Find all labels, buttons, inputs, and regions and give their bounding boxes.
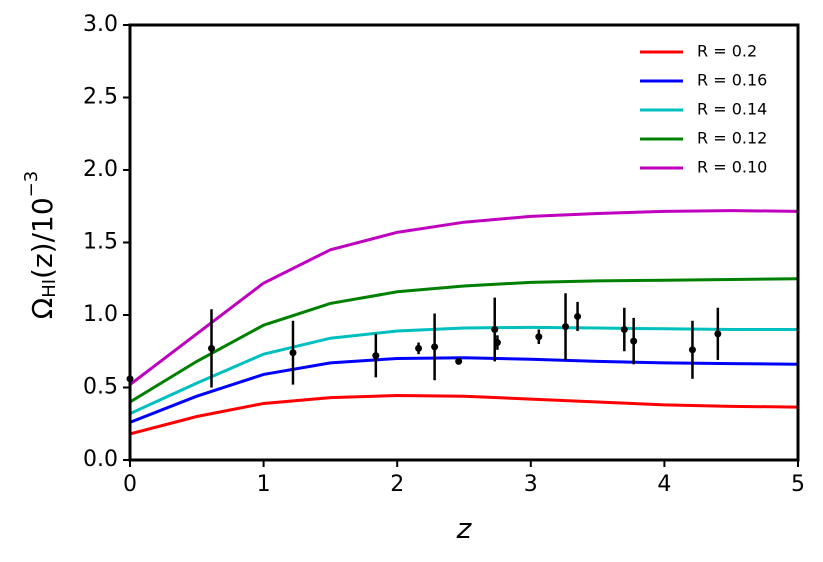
x-tick-label: 4 [657,472,671,497]
y-tick-label: 3.0 [83,12,118,37]
y-tick-label: 0.0 [83,447,118,472]
legend-label: R = 0.14 [697,100,767,119]
data-point [493,339,501,347]
data-point [574,312,582,320]
data-point [372,352,380,360]
series-line [130,325,798,415]
data-point [491,326,499,333]
y-label-part: −3 [21,171,42,198]
y-axis-label: ΩHI(z)/10−3 [21,171,60,319]
y-label-part: HI [39,279,60,298]
legend-label: R = 0.12 [697,129,767,148]
data-point [620,326,628,333]
legend-label: R = 0.10 [697,158,767,177]
data-point [207,344,215,352]
data-point [535,333,543,341]
y-tick-label: 1.5 [83,230,118,255]
x-tick-label: 1 [257,472,271,497]
data-point [562,323,570,331]
data-point [289,349,297,357]
x-tick-label: 2 [390,472,404,497]
plot-frame [128,23,800,462]
data-point [630,337,638,345]
y-label-part: (z)/10 [26,197,59,279]
data-point [431,343,439,351]
legend-label: R = 0.2 [697,42,757,61]
x-axis-label: z [456,512,473,545]
data-point [415,344,423,352]
y-tick-label: 2.5 [83,85,118,110]
data-point [714,330,722,338]
y-tick-label: 1.0 [83,302,118,327]
series-line [130,277,798,404]
x-tick-label: 3 [524,472,538,497]
y-tick-label: 2.0 [83,157,118,182]
legend-label: R = 0.16 [697,71,767,90]
y-tick-label: 0.5 [83,375,118,400]
y-label-part: Ω [26,298,59,319]
series-line [130,356,798,424]
series-line [130,393,798,436]
series-line [130,209,798,386]
data-point [688,346,696,354]
data-point [455,357,463,365]
x-tick-label: 0 [123,472,137,497]
x-tick-label: 5 [791,472,805,497]
